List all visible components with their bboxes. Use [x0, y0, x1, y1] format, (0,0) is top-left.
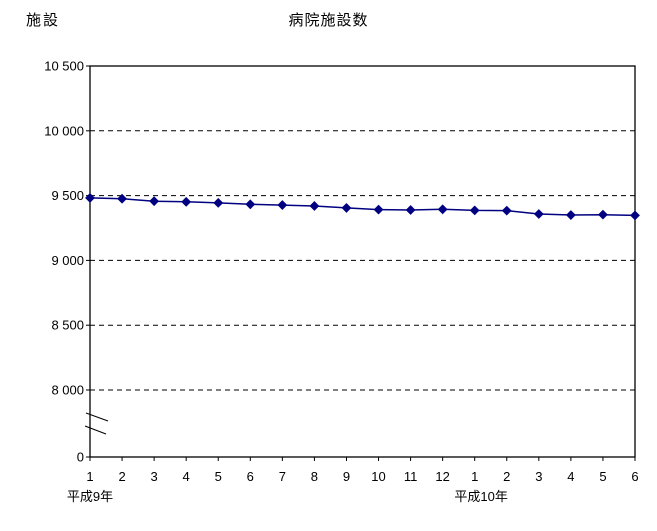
data-point-marker	[117, 193, 127, 204]
x-tick-label: 11	[404, 469, 418, 484]
x-tick-label: 7	[279, 469, 286, 484]
x-tick-label: 8	[311, 469, 318, 484]
data-point-marker	[469, 205, 480, 216]
data-point-marker	[277, 200, 288, 210]
data-point-marker	[501, 205, 512, 216]
x-era-label: 平成9年	[67, 489, 113, 504]
x-tick-label: 10	[371, 469, 385, 484]
data-point-marker	[213, 197, 224, 208]
data-point-marker	[533, 209, 544, 219]
data-point-marker	[565, 210, 576, 220]
data-point-marker	[309, 201, 320, 211]
x-tick-label: 5	[599, 469, 606, 484]
data-point-marker	[85, 193, 95, 203]
data-line	[89, 197, 636, 217]
axis-break-mark	[84, 425, 107, 435]
x-tick-label: 3	[151, 469, 158, 484]
x-tick-label: 1	[86, 469, 93, 484]
data-point-marker	[405, 205, 416, 215]
data-point-marker	[149, 196, 160, 207]
x-tick-label: 12	[435, 469, 449, 484]
y-tick-label: 10 500	[44, 59, 84, 74]
data-point-marker	[373, 204, 384, 215]
y-tick-label: 9 500	[51, 188, 84, 203]
x-era-label: 平成10年	[454, 489, 507, 504]
x-tick-label: 6	[247, 469, 254, 484]
data-point-marker	[598, 209, 608, 220]
x-tick-label: 5	[215, 469, 222, 484]
data-point-marker	[437, 204, 448, 215]
y-axis-unit-label: 施設	[26, 12, 61, 29]
y-tick-label: 9 000	[51, 253, 84, 268]
y-tick-label: 0	[77, 450, 84, 465]
data-point-marker	[630, 210, 640, 221]
chart-title: 病院施設数	[288, 12, 369, 29]
x-tick-label: 2	[503, 469, 510, 484]
x-tick-label: 4	[567, 469, 574, 484]
x-tick-label: 6	[631, 469, 638, 484]
y-tick-label: 8 500	[51, 318, 84, 333]
y-tick-label: 8 000	[51, 383, 84, 398]
data-point-marker	[245, 199, 256, 210]
data-point-marker	[181, 196, 192, 207]
x-tick-label: 9	[343, 469, 350, 484]
x-tick-label: 2	[118, 469, 125, 484]
axis-break-mark	[85, 412, 109, 422]
x-tick-label: 1	[471, 469, 478, 484]
x-tick-label: 4	[183, 469, 190, 484]
y-tick-label: 10 000	[44, 123, 84, 138]
plot-border	[89, 65, 636, 458]
x-tick-label: 3	[535, 469, 542, 484]
data-point-marker	[341, 203, 352, 213]
